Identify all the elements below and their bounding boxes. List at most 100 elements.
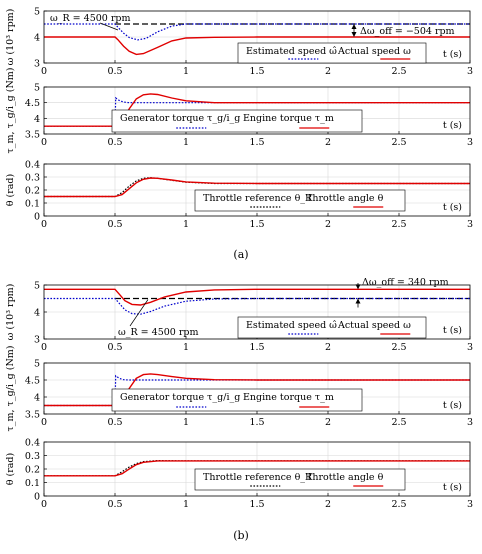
figure-b: 0 0.5 1 1.5 2 2.5 3 3 4 5 ω (10³ rpm) t (s) Estimate… [5, 277, 473, 542]
x-tick-label: 0.5 [107, 219, 122, 230]
y-tick-label: 0 [34, 492, 40, 503]
annotation-arrow [99, 22, 119, 31]
y-tick-label: 0 [34, 212, 40, 223]
x-tick-label: 2.5 [391, 342, 406, 353]
x-tick-label: 1.5 [249, 499, 264, 510]
panel-b-2: 0 0.5 1 1.5 2 2.5 3 3.5 4 4.5 5 τ_m, τ_g/i_g (Nm) t … [5, 346, 473, 432]
plot-frame [43, 86, 471, 135]
x-tick-label: 0 [41, 219, 47, 230]
x-tick-label: 1 [183, 499, 189, 510]
legend-label: Throttle angle θ [306, 193, 384, 204]
figure-caption: (a) [233, 248, 248, 261]
x-tick-label: 1.5 [249, 137, 264, 148]
y-tick-label: 0.1 [25, 478, 40, 489]
x-tick-label: 3 [467, 137, 473, 148]
y-axis-label: ω (10³ rpm) [5, 284, 16, 341]
y-axis-label: θ (rad) [5, 453, 16, 485]
legend-label: Engine torque τ_m [243, 392, 334, 403]
x-tick-label: 2.5 [391, 137, 406, 148]
y-tick-label: 0.4 [25, 438, 40, 449]
y-tick-label: 5 [34, 281, 40, 292]
legend-box [111, 109, 363, 133]
y-axis-label: ω (10³ rpm) [5, 9, 16, 66]
x-axis-label: t (s) [443, 202, 462, 213]
x-tick-label: 0.5 [107, 342, 122, 353]
legend-label: Generator torque τ_g/i_g [120, 113, 240, 124]
legend-box [194, 468, 406, 491]
y-tick-label: 5 [34, 83, 40, 94]
x-tick-label: 0.5 [107, 137, 122, 148]
figure-caption: (b) [233, 529, 249, 542]
series-line-1 [44, 459, 470, 477]
y-axis-label: θ (rad) [5, 174, 16, 206]
series-line-2 [44, 460, 470, 477]
x-tick-label: 1 [183, 66, 189, 77]
annotation-offset: Δω_off = 340 rpm [362, 277, 449, 288]
legend-label: Throttle reference θ_R [203, 193, 313, 204]
y-axis-label: τ_m, τ_g/i_g (Nm) [5, 68, 16, 154]
y-axis-label: τ_m, τ_g/i_g (Nm) [5, 346, 16, 432]
y-tick-label: 4.5 [25, 98, 40, 109]
x-tick-label: 0 [41, 137, 47, 148]
annotation-arrow [129, 299, 149, 327]
legend-box [237, 316, 427, 339]
legend-box [111, 388, 363, 412]
legend-label: Estimated speed ω̂ [246, 320, 337, 331]
y-tick-label: 0.2 [25, 465, 40, 476]
panel-a-2: 0 0.5 1 1.5 2 2.5 3 3.5 4 4.5 5 τ_m, τ_g/i_g (Nm) t … [5, 68, 473, 154]
y-tick-label: 0.4 [25, 160, 40, 171]
legend-label: Actual speed ω [337, 46, 411, 57]
y-tick-label: 4 [34, 308, 40, 319]
y-tick-label: 4 [34, 393, 40, 404]
y-tick-label: 3 [34, 335, 40, 346]
plot-frame [43, 163, 471, 217]
y-tick-label: 4 [34, 114, 40, 125]
legend-box [237, 42, 427, 64]
offset-arrow-head-down [351, 32, 357, 37]
x-tick-label: 2.5 [391, 66, 406, 77]
x-tick-label: 0 [41, 499, 47, 510]
x-tick-label: 0 [41, 66, 47, 77]
x-tick-label: 2.5 [391, 499, 406, 510]
x-axis-label: t (s) [443, 325, 462, 336]
x-tick-label: 2 [325, 66, 331, 77]
y-tick-label: 4.5 [25, 376, 40, 387]
legend-label: Throttle reference θ_R [203, 472, 313, 483]
y-tick-label: 5 [34, 359, 40, 370]
legend-label: Estimated speed ω̂ [246, 46, 337, 57]
panel-a-3: 0 0.5 1 1.5 2 2.5 300.10.20.30.4θ (rad)t (s)Th… [5, 160, 473, 231]
x-axis-label: t (s) [443, 120, 462, 131]
x-tick-label: 3 [467, 219, 473, 230]
x-tick-label: 2.5 [391, 417, 406, 428]
x-tick-label: 2 [325, 137, 331, 148]
offset-arrow-head-down [355, 284, 361, 290]
series-line-1 [44, 23, 470, 41]
x-tick-label: 2 [325, 219, 331, 230]
legend-label: Throttle angle θ [306, 472, 384, 483]
annotation-reference: ω_R = 4500 rpm [50, 13, 130, 24]
series-line-1 [44, 374, 470, 407]
y-tick-label: 3.5 [25, 410, 40, 421]
legend-label: Engine torque τ_m [243, 113, 334, 124]
x-tick-label: 0 [41, 417, 47, 428]
figure-a: 0 0.5 1 1.5 2 2.5 3 3 4 5 ω (10³ rpm) t (s) Estimate… [5, 7, 473, 262]
x-tick-label: 3 [467, 417, 473, 428]
y-tick-label: 4 [34, 33, 40, 44]
panel-b-1: 0 0.5 1 1.5 2 2.5 3 3 4 5 ω (10³ rpm) t (s) Estimate… [5, 277, 473, 353]
panel-b-3: 0 0.5 1 1.5 2 2.5 300.10.20.30.4θ (rad)t (s)Th… [5, 438, 473, 511]
x-tick-label: 1 [183, 137, 189, 148]
plot-frame [43, 441, 471, 497]
x-tick-label: 2.5 [391, 219, 406, 230]
series-line-2 [44, 177, 470, 198]
y-tick-label: 5 [34, 7, 40, 18]
series-line-2 [44, 36, 470, 56]
annotation-reference: ω_R = 4500 rpm [118, 327, 198, 338]
x-tick-label: 1.5 [249, 417, 264, 428]
x-axis-label: t (s) [443, 400, 462, 411]
y-tick-label: 0.3 [25, 173, 40, 184]
y-tick-label: 0.2 [25, 186, 40, 197]
x-tick-label: 1 [183, 417, 189, 428]
x-tick-label: 2 [325, 342, 331, 353]
annotation-offset: Δω_off = −504 rpm [360, 26, 455, 37]
